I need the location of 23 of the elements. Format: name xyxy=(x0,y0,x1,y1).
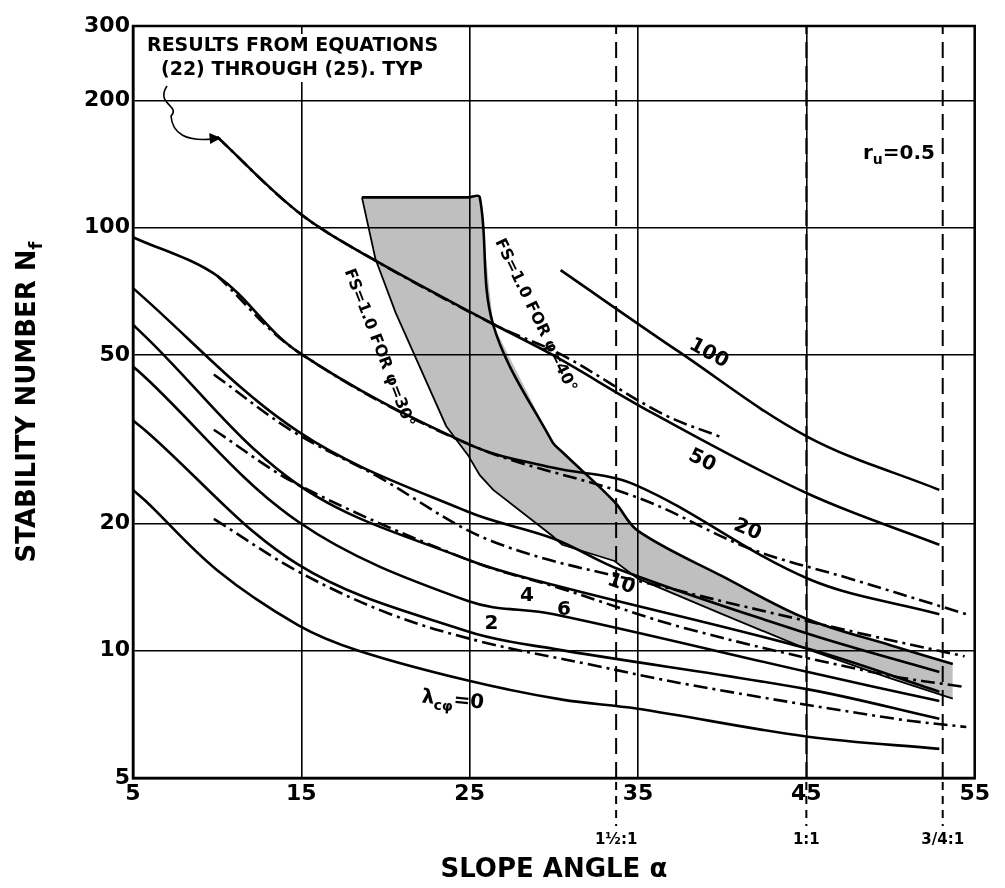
x-tick-label: 15 xyxy=(286,779,317,805)
text: 3/4:1 xyxy=(921,829,965,848)
series-label: 4 xyxy=(519,582,534,607)
text: 1½:1 xyxy=(594,829,638,848)
series-label: 2 xyxy=(484,610,499,635)
x-tick-label: 55 xyxy=(959,779,990,805)
y-tick-label: 100 xyxy=(84,213,130,239)
x-axis-title: SLOPE ANGLE α xyxy=(440,852,668,883)
text: 50 xyxy=(685,442,721,476)
text: 20 xyxy=(730,511,766,545)
y-tick-label: 10 xyxy=(99,636,130,662)
series-label: 6 xyxy=(556,595,571,620)
y-tick-label: 20 xyxy=(99,509,130,535)
text: 1:1 xyxy=(792,829,820,848)
y-tick-label: 300 xyxy=(84,11,130,37)
y-axis-title: STABILITY NUMBER Nf xyxy=(10,241,46,563)
annotation: RESULTS FROM EQUATIONS (22) THROUGH (25). TYP xyxy=(147,32,439,79)
text: λcφ=0 xyxy=(420,683,486,715)
y-tick-label: 200 xyxy=(84,86,130,112)
y-tick-label: 50 xyxy=(99,340,130,366)
x-tick-label: 35 xyxy=(622,779,654,805)
x-tick-label: 45 xyxy=(791,779,822,805)
x-tick-label: 25 xyxy=(454,779,485,805)
